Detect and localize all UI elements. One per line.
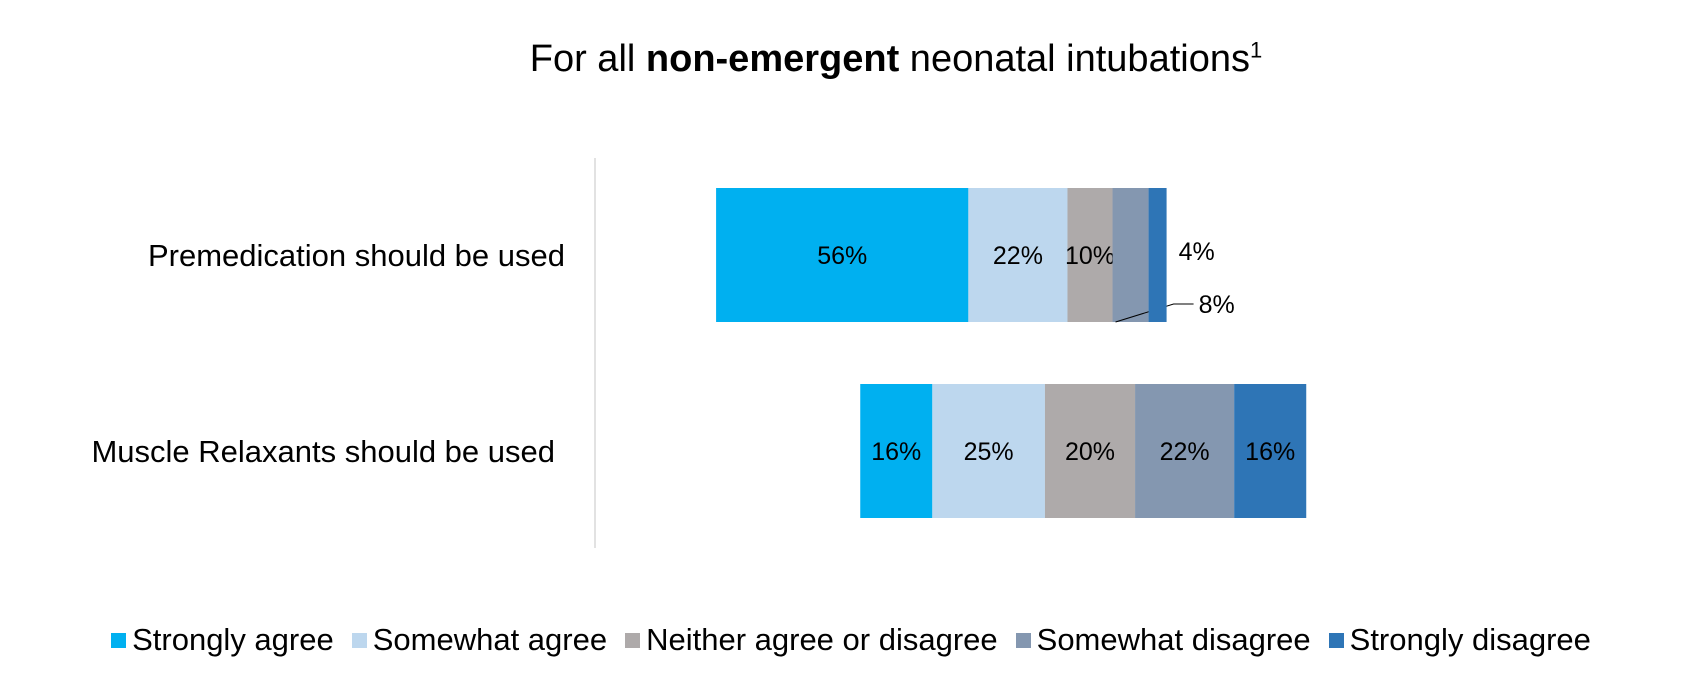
data-label: 8% [1199,291,1235,319]
legend: Strongly agree Somewhat agree Neither agre… [0,622,1702,658]
legend-swatch [111,632,127,648]
legend-item: Strongly agree [111,622,334,658]
bar-segment [1148,188,1167,322]
legend-swatch [1015,632,1031,648]
data-label: 10% [1065,242,1115,270]
legend-swatch [1328,632,1344,648]
data-label: 56% [817,242,867,270]
title-superscript: 1 [1249,37,1263,63]
bar-segment [1067,188,1113,322]
legend-label: Somewhat agree [372,622,608,657]
data-label: 20% [1065,438,1115,466]
bar-segment [932,384,1045,518]
data-label-leader-line [1115,303,1194,323]
legend-label: Strongly disagree [1349,622,1591,657]
chart-plot: Premedication should be used 56% 22% 10% 8% 4… [91,158,1307,548]
bar-segment [860,384,933,518]
title-suffix: neonatal intubations [899,38,1250,80]
data-label: 4% [1179,238,1215,266]
legend-label: Strongly agree [132,622,334,657]
title-bold: non-emergent [645,38,900,80]
bar-segment [1234,384,1307,518]
bar-segment [1112,188,1149,322]
data-label: 16% [1245,438,1295,466]
category-label: Muscle Relaxants should be used [91,434,555,469]
data-label: 25% [964,438,1014,466]
chart-title: For all non-emergent neonatal intubation… [0,38,1702,81]
legend-item: Somewhat agree [351,622,608,658]
bar-segment [968,188,1068,322]
bar-segment [716,188,969,322]
bar-segment [1044,384,1136,518]
legend-label: Somewhat disagree [1036,622,1311,657]
legend-swatch [351,632,367,648]
legend-item: Neither agree or disagree [625,622,998,658]
data-label: 22% [1160,438,1210,466]
legend-swatch [625,632,641,648]
legend-label: Neither agree or disagree [646,622,998,657]
data-label: 16% [871,438,921,466]
category-label: Premedication should be used [148,238,565,273]
legend-item: Strongly disagree [1328,622,1591,658]
data-label: 22% [993,242,1043,270]
legend-item: Somewhat disagree [1015,622,1311,658]
bar-segment [1135,384,1235,518]
title-prefix: For all [529,38,646,80]
